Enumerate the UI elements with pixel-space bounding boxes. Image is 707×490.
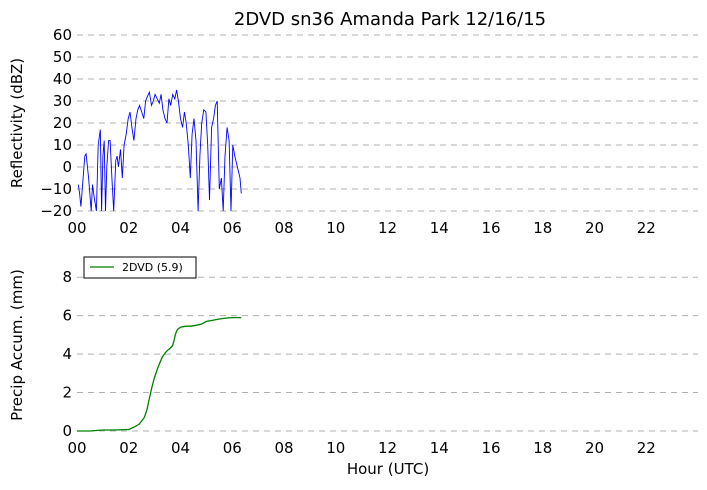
x-tick-label: 00: [67, 439, 86, 457]
x-tick-label: 08: [274, 439, 293, 457]
x-tick-label: 18: [533, 219, 552, 237]
x-tick-label: 06: [223, 439, 242, 457]
legend-entry: 2DVD (5.9): [122, 261, 183, 274]
legend-box: [83, 256, 197, 279]
reflectivity-grid: [77, 34, 698, 212]
x-tick-label: 20: [585, 219, 604, 237]
x-tick-label: 18: [533, 439, 552, 457]
y-tick-label: −10: [40, 180, 72, 198]
y-tick-label: 30: [53, 92, 72, 110]
x-tick-label: 04: [171, 219, 190, 237]
y-tick-label: 2: [62, 384, 72, 402]
y-tick-label: 4: [62, 345, 72, 363]
precip-x-ticks: 00 02 04 06 08 10 12 14 16 18 20 22: [67, 439, 655, 457]
x-tick-label: 02: [119, 219, 138, 237]
precip-grid: [77, 276, 698, 432]
y-tick-label: 8: [62, 268, 72, 286]
x-tick-label: 14: [430, 439, 449, 457]
precip-x-axis-label: Hour (UTC): [347, 460, 429, 478]
reflectivity-series-line: [77, 89, 242, 212]
x-tick-label: 06: [223, 219, 242, 237]
x-tick-label: 12: [378, 219, 397, 237]
reflectivity-y-ticks: −20 −10 0 10 20 30 40 50 60: [40, 26, 72, 220]
x-tick-label: 12: [378, 439, 397, 457]
x-tick-label: 02: [119, 439, 138, 457]
x-tick-label: 16: [481, 219, 500, 237]
y-tick-label: 20: [53, 114, 72, 132]
legend: 2DVD (5.9): [83, 256, 197, 279]
y-tick-label: 6: [62, 307, 72, 325]
reflectivity-x-ticks: 00 02 04 06 08 10 12 14 16 18 20 22: [67, 219, 655, 237]
y-tick-label: 60: [53, 26, 72, 44]
y-tick-label: 50: [53, 48, 72, 66]
y-tick-label: 0: [62, 158, 72, 176]
reflectivity-plot: 2DVD sn36 Amanda Park 12/16/15 −20 −10 0 10…: [8, 9, 698, 237]
y-tick-label: 0: [62, 422, 72, 440]
reflectivity-y-axis-label: Reflectivity (dBZ): [8, 58, 26, 188]
x-tick-label: 00: [67, 219, 86, 237]
precip-y-axis-label: Precip Accum. (mm): [8, 269, 26, 421]
x-tick-label: 10: [326, 219, 345, 237]
x-tick-label: 16: [481, 439, 500, 457]
x-tick-label: 04: [171, 439, 190, 457]
y-tick-label: −20: [40, 202, 72, 220]
precip-y-ticks: 0 2 4 6 8: [62, 268, 72, 440]
x-tick-label: 08: [274, 219, 293, 237]
x-tick-label: 22: [637, 219, 656, 237]
x-tick-label: 22: [637, 439, 656, 457]
chart-title: 2DVD sn36 Amanda Park 12/16/15: [234, 9, 546, 30]
y-tick-label: 10: [53, 136, 72, 154]
x-tick-label: 14: [430, 219, 449, 237]
x-tick-label: 10: [326, 439, 345, 457]
x-tick-label: 20: [585, 439, 604, 457]
precip-series-line: [77, 316, 242, 432]
y-tick-label: 40: [53, 70, 72, 88]
